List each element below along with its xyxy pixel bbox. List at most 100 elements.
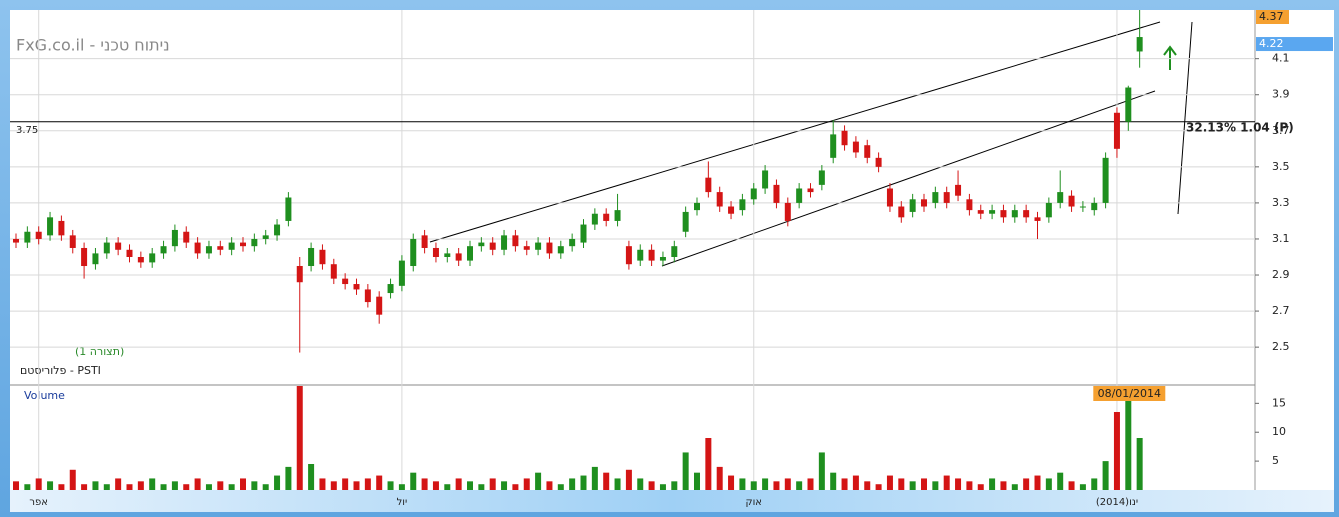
y-tick-label: 3.5 [1272,160,1290,173]
volume-bar [251,481,258,490]
volume-bar [1057,472,1064,490]
volume-bar [716,466,723,490]
volume-bar [909,481,916,490]
candle-body [921,199,927,207]
volume-bar [1023,478,1030,490]
volume-bar [1091,478,1098,490]
candle-body [1068,195,1075,207]
candle-body [523,246,530,250]
volume-bar [739,478,746,490]
volume-bar [898,478,905,490]
candle-body [1102,157,1109,203]
candle-body [1011,210,1018,218]
candle-body [535,242,542,250]
candle-body [1136,37,1143,52]
volume-bar [841,478,848,490]
candle-body [671,246,678,257]
volume-bar [353,481,360,490]
candle-body [319,249,326,265]
candle-body [308,247,315,267]
volume-bar [671,481,678,490]
candle-body [1113,112,1120,149]
candle-body [875,157,882,167]
candle-body [784,202,791,221]
volume-bar [262,484,269,490]
candle-body [932,192,939,203]
candle-body [1045,202,1052,218]
volume-bar [103,484,110,490]
volume-bar [705,438,712,490]
candle-body [977,210,984,214]
candle-body [864,145,871,158]
candle-body [1000,210,1007,218]
candle-body [694,202,700,211]
candle-body [546,242,553,254]
candle-body [103,242,110,254]
candle-body [262,235,269,239]
candle-body [205,246,212,254]
volume-bar [364,478,371,490]
candle-body [47,217,54,236]
last-price-box [1256,37,1333,52]
candle-body [603,213,610,221]
volume-bar [69,469,76,490]
volume-bar [489,478,496,490]
volume-bar [512,484,519,490]
volume-bar [240,478,246,490]
volume-bar [126,484,133,490]
volume-bar [921,478,927,490]
volume-bar [943,475,950,490]
high-price-label: 4.37 [1259,10,1284,23]
volume-bar [864,481,871,490]
candle-body [58,220,65,236]
volume-bar [989,478,996,490]
candle-body [1023,210,1030,218]
volume-bar [773,481,780,490]
trend-line [1177,21,1193,215]
volume-bar [1011,484,1018,490]
volume-bar [274,475,281,490]
candle-body [591,213,598,225]
volume-bar [81,484,88,490]
volume-bar [47,481,54,490]
candle-body [364,289,371,303]
candle-body [1091,202,1098,211]
candle-body [285,197,292,221]
volume-bar [818,452,825,490]
volume-bar [194,478,201,490]
volume-label: Volume [24,389,65,402]
volume-bar [478,484,485,490]
x-tick-label: אוק [745,497,762,508]
volume-bar [830,472,837,490]
reference-label: 3.75 [16,125,38,136]
volume-bar [625,469,632,490]
x-tick-label: אפר [29,497,48,508]
symbol-label: פלוריסטם - PSTI [20,364,101,377]
candle-body [625,246,632,265]
volume-bar [603,472,610,490]
candle-body [966,199,973,211]
volume-bar [682,452,689,490]
candle-body [841,130,848,146]
volume-bar [308,464,315,490]
candle-body [217,246,224,250]
volume-bar [614,478,621,490]
candle-body [126,249,133,257]
volume-bar [569,478,576,490]
date-box [1093,386,1166,401]
candle-body [830,134,837,158]
candle-body [818,170,825,185]
date-label: 08/01/2014 [1098,387,1161,400]
volume-bar [728,475,735,490]
candle-body [296,266,303,283]
volume-bar [1125,400,1132,490]
candle-body [728,206,735,214]
candle-body [240,242,246,247]
volume-bar [217,481,224,490]
candle-body [69,235,76,248]
candle-body [489,242,496,250]
candle-body [13,238,19,243]
volume-bar [24,484,31,490]
trend-line [661,90,1156,267]
